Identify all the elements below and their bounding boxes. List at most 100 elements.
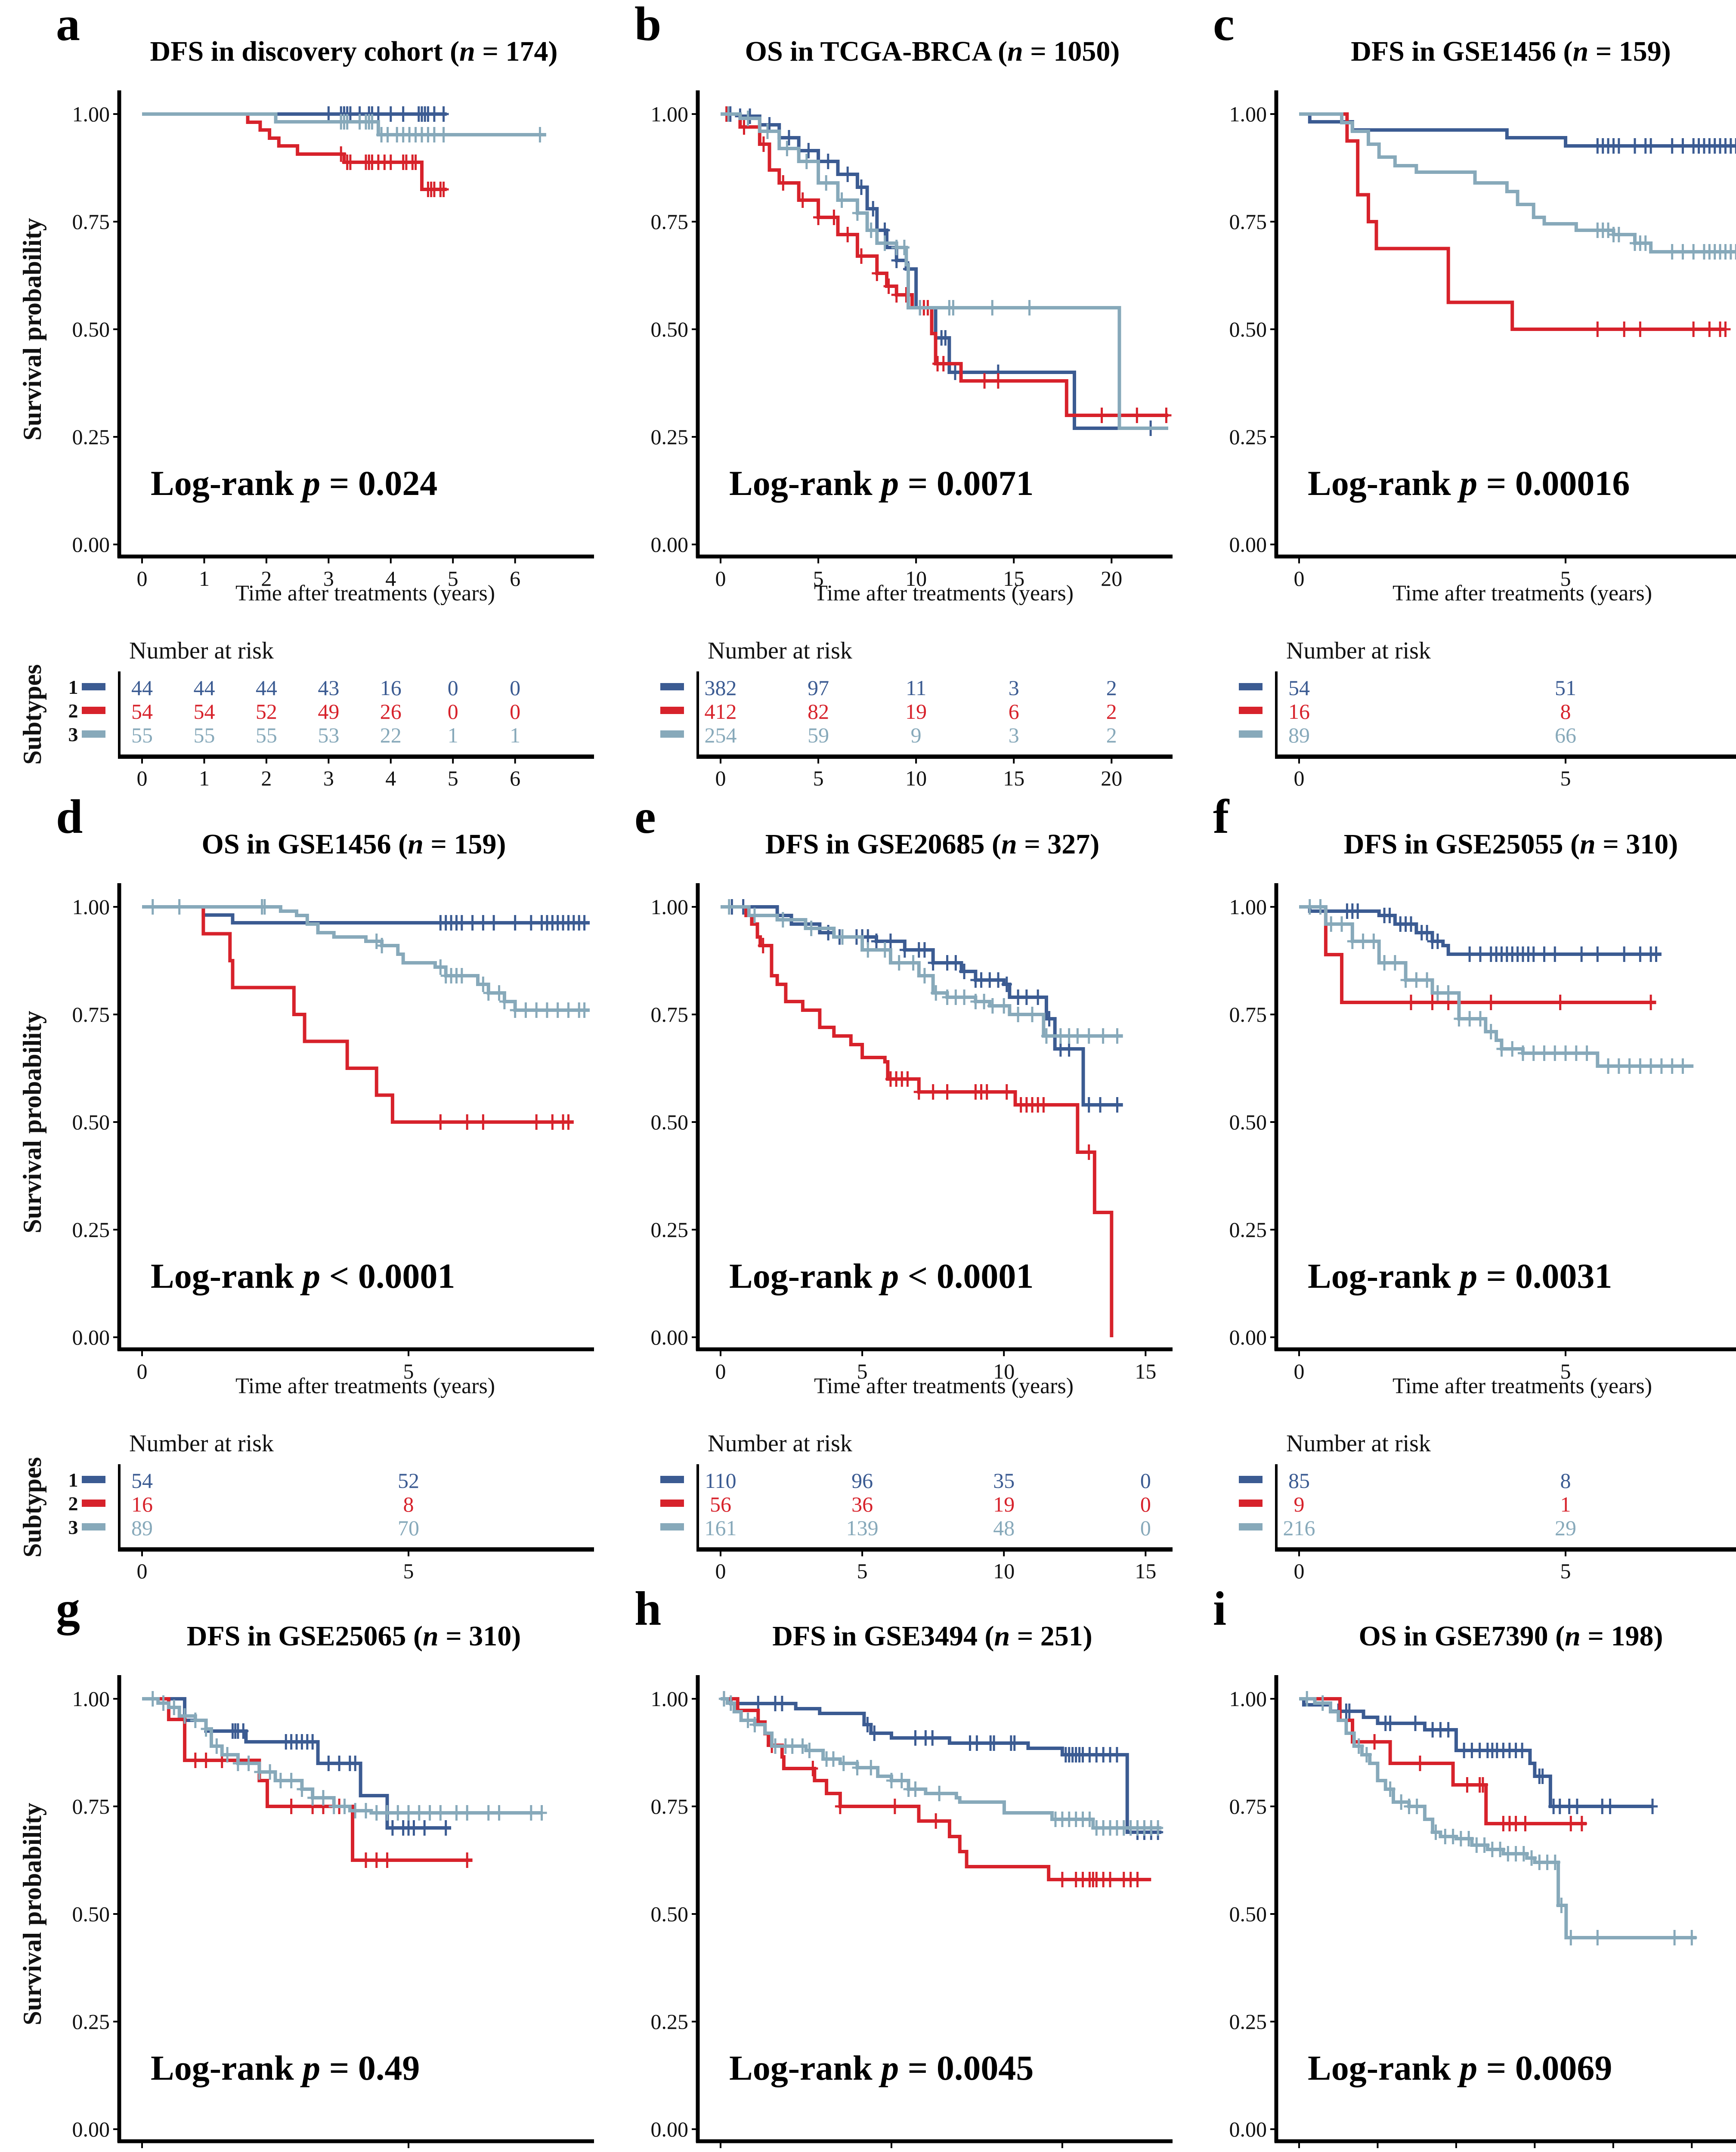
series-subtype-1: [1299, 112, 1736, 154]
logrank-pvalue: Log-rank p < 0.0001: [151, 1256, 455, 1296]
series-subtype-3: [142, 112, 546, 142]
risk-table-title: Number at risk: [708, 637, 852, 664]
pvalue-op: =: [320, 2048, 358, 2087]
strata-label: 1: [68, 1469, 78, 1491]
x-tick-label: 25: [1681, 2151, 1702, 2152]
title-text: DFS in GSE25055 (: [1343, 829, 1580, 860]
risk-table-title: Number at risk: [1286, 1430, 1431, 1457]
strata-legend-swatch: [82, 1500, 105, 1507]
pvalue-value: 0.0045: [937, 2048, 1034, 2087]
title-text: OS in GSE1456 (: [201, 829, 408, 860]
risk-count: 89: [131, 1516, 153, 1540]
survival-curve: [721, 112, 1168, 430]
pvalue-symbol: p: [300, 1256, 320, 1296]
pvalue-symbol: p: [300, 464, 320, 503]
risk-x-tick-label: 5: [1560, 1559, 1571, 1583]
pvalue-symbol: p: [879, 1256, 899, 1296]
risk-x-tick-label: 0: [137, 766, 148, 790]
risk-x-tick-label: 15: [1135, 1559, 1156, 1583]
strata-legend-swatch: [82, 1476, 105, 1483]
series-subtype-1: [721, 899, 1123, 1113]
risk-x-tick-label: 1: [199, 766, 210, 790]
logrank-pvalue: Log-rank p = 0.024: [151, 464, 437, 503]
y-tick-label: 0.00: [651, 1325, 689, 1349]
risk-x-tick-label: 10: [905, 766, 927, 790]
panel-letter: b: [634, 0, 662, 51]
panel-letter: c: [1213, 0, 1235, 51]
risk-count: 51: [1555, 676, 1576, 700]
survival-curve: [721, 905, 1123, 1107]
chart-title: OS in TCGA-BRCA (n = 1050): [708, 35, 1157, 68]
survival-curve: [1299, 112, 1736, 148]
y-axis-label: Survival probability: [18, 218, 46, 440]
title-n-symbol: n: [459, 36, 475, 67]
strata-legend-swatch: [1239, 707, 1263, 714]
risk-x-tick-label: 20: [1101, 766, 1122, 790]
title-count: = 310): [1595, 829, 1678, 860]
risk-count: 2: [1106, 723, 1117, 747]
y-tick-label: 0.25: [1229, 1218, 1267, 1242]
x-axis-label: Time after treatments (years): [814, 581, 1074, 606]
pvalue-op: =: [1477, 1256, 1515, 1296]
survival-curve: [1299, 905, 1694, 1068]
y-tick-label: 0.25: [651, 425, 689, 449]
title-count: = 159): [423, 829, 506, 860]
risk-count: 1: [510, 723, 520, 747]
risk-count: 54: [131, 699, 153, 724]
title-count: = 198): [1580, 1620, 1663, 1652]
risk-count: 0: [1140, 1516, 1151, 1540]
y-tick-label: 0.75: [651, 210, 689, 234]
risk-count: 43: [318, 676, 339, 700]
y-tick-label: 1.00: [651, 895, 689, 919]
x-tick-label: 5: [403, 1359, 414, 1383]
risk-count: 161: [705, 1516, 737, 1540]
risk-count: 110: [705, 1469, 736, 1493]
title-count: = 174): [475, 36, 558, 67]
strata-legend-swatch: [660, 683, 684, 690]
panel-letter: a: [56, 0, 80, 51]
risk-x-tick-label: 5: [813, 766, 824, 790]
risk-count: 2: [1106, 676, 1117, 700]
risk-x-tick-label: 3: [323, 766, 334, 790]
pvalue-value: 0.0001: [358, 1256, 455, 1296]
strata-label: 1: [68, 676, 78, 698]
chart-title: DFS in GSE25055 (n = 310): [1286, 828, 1736, 861]
pvalue-prefix: Log-rank: [1308, 2048, 1460, 2087]
strata-legend-swatch: [82, 707, 105, 714]
y-tick-label: 0.50: [651, 1110, 689, 1134]
x-tick-label: 5: [886, 2151, 897, 2152]
pvalue-symbol: p: [1457, 2048, 1477, 2087]
km-plot: Survival probability Subtypes 0.00 0.25 0.50…: [18, 883, 594, 1583]
risk-count: 2: [1106, 699, 1117, 724]
series-subtype-3: [1299, 899, 1694, 1074]
x-axis-label: Time after treatments (years): [814, 1374, 1074, 1398]
risk-x-tick-label: 0: [715, 1559, 726, 1583]
risk-count: 0: [1140, 1469, 1151, 1493]
risk-count: 49: [318, 699, 339, 724]
risk-count: 16: [1288, 699, 1310, 724]
survival-curve: [142, 905, 574, 1124]
risk-count: 19: [905, 699, 927, 724]
risk-count: 9: [1294, 1492, 1305, 1516]
risk-count: 16: [131, 1492, 153, 1516]
strata-legend-swatch: [82, 1523, 105, 1531]
y-tick-label: 0.75: [72, 210, 110, 234]
y-tick-label: 0.50: [72, 1110, 110, 1134]
logrank-pvalue: Log-rank p = 0.0069: [1308, 2048, 1612, 2087]
series-subtype-1: [142, 905, 590, 931]
title-count: = 251): [1010, 1620, 1092, 1652]
x-axis-label: Time after treatments (years): [235, 581, 495, 606]
title-n-symbol: n: [422, 1620, 439, 1652]
panel-letter: d: [56, 790, 83, 844]
risk-count: 8: [1560, 699, 1571, 724]
risk-x-tick-label: 15: [1003, 766, 1024, 790]
y-tick-label: 1.00: [1229, 895, 1267, 919]
y-tick-label: 1.00: [651, 102, 689, 126]
strata-legend-swatch: [660, 730, 684, 738]
logrank-pvalue: Log-rank p = 0.00016: [1308, 464, 1630, 503]
series-subtype-1: [1299, 1697, 1658, 1814]
strata-legend-swatch: [82, 683, 105, 690]
risk-count: 44: [131, 676, 153, 700]
risk-count: 44: [193, 676, 215, 700]
risk-count: 70: [398, 1516, 419, 1540]
